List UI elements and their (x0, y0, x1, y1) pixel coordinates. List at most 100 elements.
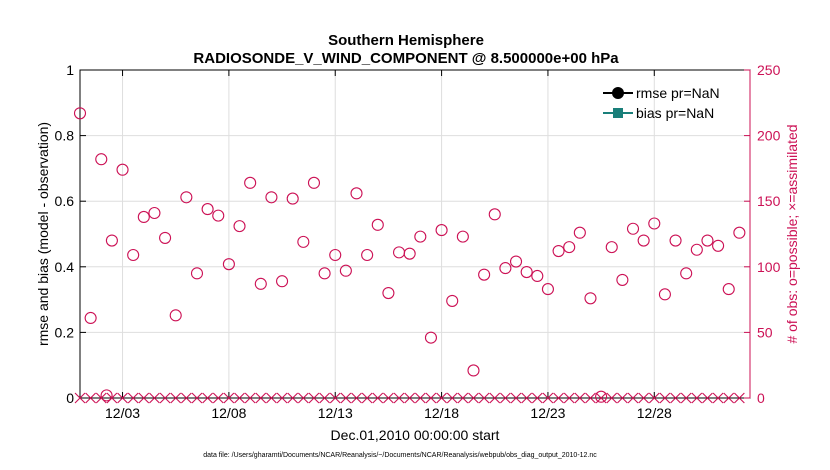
assimilated-obs-marker (574, 392, 586, 404)
left-y-axis: 0 0.2 0.4 0.6 0.8 1 (55, 62, 86, 406)
assimilated-obs-marker (670, 392, 681, 404)
possible-obs-marker (392, 246, 406, 259)
assimilated-obs-marker (436, 392, 447, 404)
possible-obs-marker (265, 191, 278, 204)
possible-obs-marker (339, 264, 352, 277)
possible-obs-marker (95, 153, 108, 166)
assimilated-obs-marker (223, 392, 235, 404)
possible-obs-marker (467, 364, 480, 377)
assimilated-obs-marker (648, 392, 660, 404)
assimilated-obs-marker (691, 392, 703, 404)
possible-obs-marker (573, 226, 586, 239)
assimilated-obs-marker (340, 392, 352, 404)
possible-obs-marker (371, 218, 384, 231)
possible-obs-marker (159, 231, 172, 244)
possible-obs-marker (456, 230, 469, 243)
possible-obs-marker (499, 262, 512, 275)
assimilated-obs-marker (733, 392, 745, 404)
x-axis-label: Dec.01,2010 00:00:00 start (331, 427, 500, 443)
possible-obs-marker (169, 309, 182, 322)
possible-obs-marker (626, 222, 640, 235)
assimilated-obs-marker (468, 392, 479, 404)
possible-obs-marker (733, 226, 746, 239)
assimilated-obs-marker (308, 392, 320, 404)
possible-obs-marker (563, 241, 576, 254)
assimilated-obs-marker (500, 392, 511, 404)
possible-obs-marker (595, 390, 608, 403)
possible-obs-marker (488, 208, 501, 221)
left-tick-label: 0.2 (55, 324, 75, 340)
possible-obs-marker (616, 273, 629, 286)
assimilated-obs-marker (255, 392, 267, 404)
possible-obs-marker (509, 255, 523, 268)
assimilated-obs-marker (212, 392, 224, 404)
assimilated-obs-marker (180, 392, 192, 404)
possible-obs-marker (190, 267, 204, 280)
assimilated-obs-marker (287, 392, 299, 404)
right-tick-label: 0 (757, 390, 765, 406)
possible-obs-marker (276, 275, 289, 288)
assimilated-obs-marker (361, 392, 373, 404)
assimilated-obs-marker (489, 392, 501, 404)
assimilated-obs-marker (149, 392, 160, 404)
possible-obs-marker (297, 235, 310, 248)
possible-obs-marker (286, 192, 299, 205)
possible-obs-marker (307, 176, 321, 189)
x-tick-label: 12/03 (105, 405, 140, 421)
assimilated-obs-marker (138, 392, 150, 404)
x-tick-label: 12/18 (424, 405, 459, 421)
assimilated-obs-marker (616, 392, 628, 404)
assimilated-obs-marker (553, 392, 564, 404)
assimilated-obs-marker (585, 392, 596, 404)
possible-obs-marker (658, 288, 671, 301)
right-tick-label: 100 (757, 259, 781, 275)
left-tick-label: 1 (66, 62, 74, 78)
assimilated-obs-marker (425, 392, 437, 404)
possible-obs-marker (414, 230, 427, 243)
possible-obs-marker (605, 241, 618, 254)
assimilated-obs-marker (170, 392, 182, 404)
possible-obs-marker (361, 248, 374, 262)
chart-subtitle: RADIOSONDE_V_WIND_COMPONENT @ 8.500000e+… (193, 50, 619, 67)
possible-obs-marker (669, 234, 682, 247)
assimilated-obs-marker (702, 392, 713, 404)
possible-obs-marker (520, 265, 533, 279)
assimilated-obs-marker (127, 392, 139, 404)
assimilated-obs-marker (351, 392, 362, 404)
right-tick-label: 50 (757, 324, 773, 340)
assimilated-obs-marker (606, 392, 618, 404)
assimilated-obs-marker (627, 392, 639, 404)
possible-obs-marker (84, 311, 97, 325)
left-axis-label: rmse and bias (model - observation) (35, 122, 51, 346)
assimilated-obs-marker (297, 392, 309, 404)
assimilated-obs-marker (723, 392, 735, 404)
x-axis: 12/03 12/08 12/13 12/18 12/23 12/28 (105, 70, 672, 421)
right-tick-label: 200 (757, 128, 781, 144)
grid-lines (80, 70, 750, 398)
possible-obs-marker (648, 217, 661, 230)
possible-obs-marker (541, 283, 554, 296)
possible-obs-marker (180, 191, 193, 204)
possible-obs-marker (690, 243, 703, 256)
assimilated-obs-marker (383, 392, 394, 404)
possible-obs-marker (233, 220, 246, 233)
possible-obs-marker (712, 239, 725, 252)
assimilated-obs-marker (85, 392, 97, 404)
assimilated-obs-marker (244, 392, 256, 404)
possible-obs-marker (701, 234, 714, 247)
left-tick-label: 0.8 (55, 128, 75, 144)
assimilated-obs-marker (404, 392, 416, 404)
possible-obs-marker (148, 206, 161, 220)
possible-obs-marker (127, 248, 140, 262)
left-tick-label: 0 (66, 390, 74, 406)
assimilated-obs-marker (521, 392, 533, 404)
possible-obs-marker (350, 187, 363, 200)
possible-obs-marker (637, 234, 650, 247)
possible-obs-marker (201, 203, 214, 216)
assimilated-obs-marker (234, 392, 245, 404)
x-tick-label: 12/08 (211, 405, 246, 421)
assimilated-obs-marker (329, 392, 341, 404)
assimilated-obs-marker (117, 392, 128, 404)
assimilated-obs-marker (638, 392, 650, 404)
possible-obs-marker (137, 210, 150, 223)
